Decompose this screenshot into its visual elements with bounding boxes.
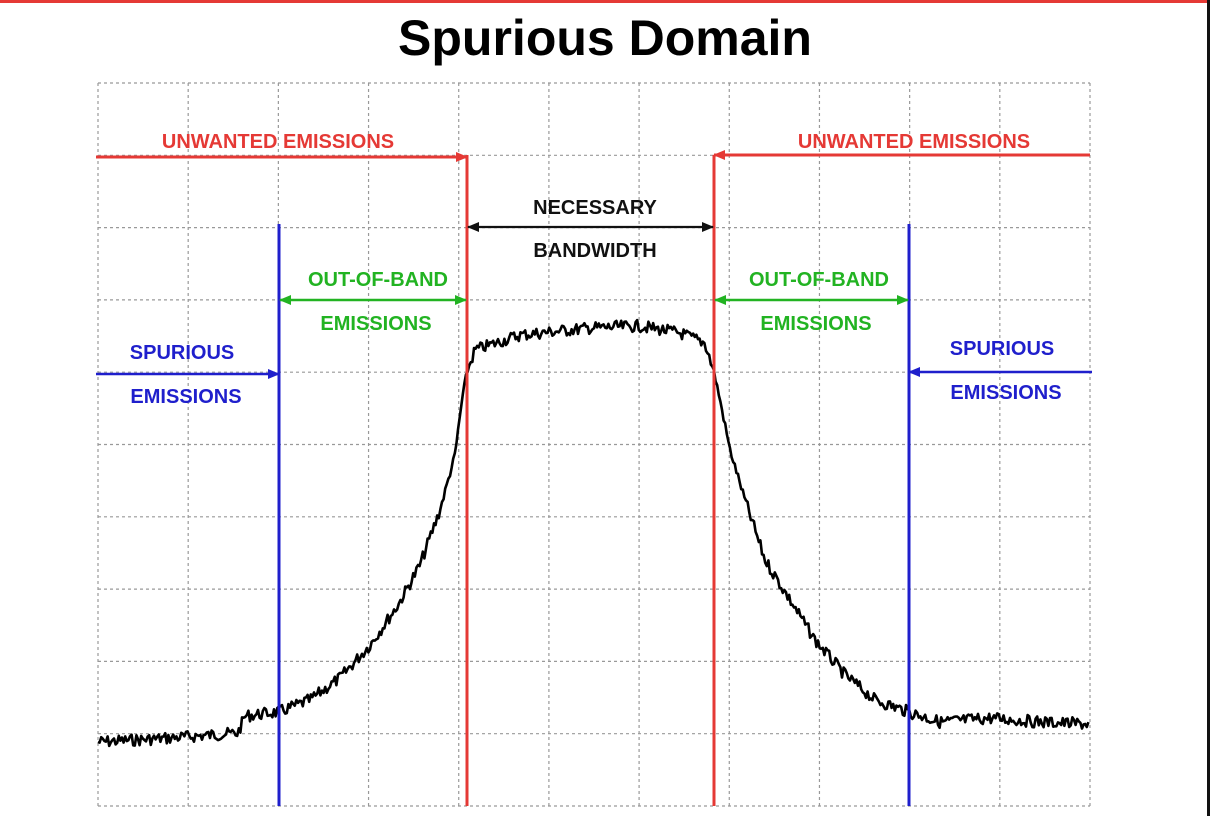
oob-right-label-line1: OUT-OF-BAND bbox=[749, 269, 889, 291]
spectrum-trace bbox=[97, 318, 1090, 748]
page-title: Spurious Domain bbox=[398, 10, 812, 66]
oob-left-label-line1: OUT-OF-BAND bbox=[308, 269, 448, 291]
unwanted-left-label: UNWANTED EMISSIONS bbox=[162, 131, 394, 153]
oob-right-label-line2: EMISSIONS bbox=[760, 313, 871, 335]
right-border bbox=[1207, 0, 1210, 816]
oob-left-label-line2: EMISSIONS bbox=[320, 313, 431, 335]
top-border bbox=[0, 0, 1210, 3]
measurement-grid bbox=[97, 82, 1091, 807]
spurious-left-label-line2: EMISSIONS bbox=[130, 386, 241, 408]
necessary-label-line2: BANDWIDTH bbox=[533, 240, 656, 262]
necessary-label-line1: NECESSARY bbox=[533, 197, 657, 219]
spurious-right-label-line2: EMISSIONS bbox=[950, 382, 1061, 404]
unwanted-right-label: UNWANTED EMISSIONS bbox=[798, 131, 1030, 153]
spurious-left-label-line1: SPURIOUS bbox=[130, 342, 234, 364]
spurious-right-label-line1: SPURIOUS bbox=[950, 338, 1054, 360]
